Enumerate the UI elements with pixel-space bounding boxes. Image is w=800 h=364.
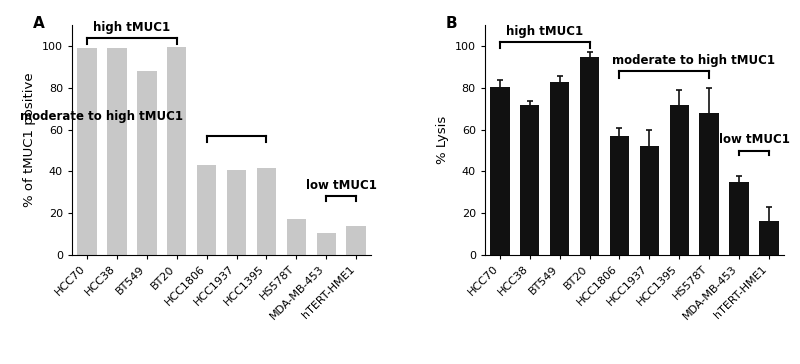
Text: high tMUC1: high tMUC1 bbox=[94, 21, 170, 34]
Bar bbox=[580, 57, 599, 255]
Bar bbox=[197, 165, 216, 255]
Bar bbox=[670, 105, 689, 255]
Text: moderate to high tMUC1: moderate to high tMUC1 bbox=[612, 54, 775, 67]
Bar bbox=[520, 105, 539, 255]
Text: A: A bbox=[33, 16, 45, 31]
Bar bbox=[699, 113, 719, 255]
Text: high tMUC1: high tMUC1 bbox=[506, 25, 583, 38]
Bar bbox=[640, 146, 659, 255]
Bar bbox=[550, 82, 570, 255]
Text: low tMUC1: low tMUC1 bbox=[718, 133, 790, 146]
Bar bbox=[286, 219, 306, 255]
Bar bbox=[257, 168, 276, 255]
Bar bbox=[346, 226, 366, 255]
Bar bbox=[167, 47, 186, 255]
Bar bbox=[78, 48, 97, 255]
Bar bbox=[759, 221, 778, 255]
Y-axis label: % Lysis: % Lysis bbox=[436, 116, 450, 164]
Bar bbox=[317, 233, 336, 255]
Bar bbox=[227, 170, 246, 255]
Bar bbox=[730, 182, 749, 255]
Text: moderate to high tMUC1: moderate to high tMUC1 bbox=[20, 110, 182, 123]
Bar bbox=[107, 48, 126, 255]
Y-axis label: % of tMUC1 positive: % of tMUC1 positive bbox=[23, 73, 37, 207]
Bar bbox=[137, 71, 157, 255]
Text: B: B bbox=[446, 16, 458, 31]
Bar bbox=[490, 87, 510, 255]
Bar bbox=[610, 136, 629, 255]
Text: low tMUC1: low tMUC1 bbox=[306, 179, 377, 192]
